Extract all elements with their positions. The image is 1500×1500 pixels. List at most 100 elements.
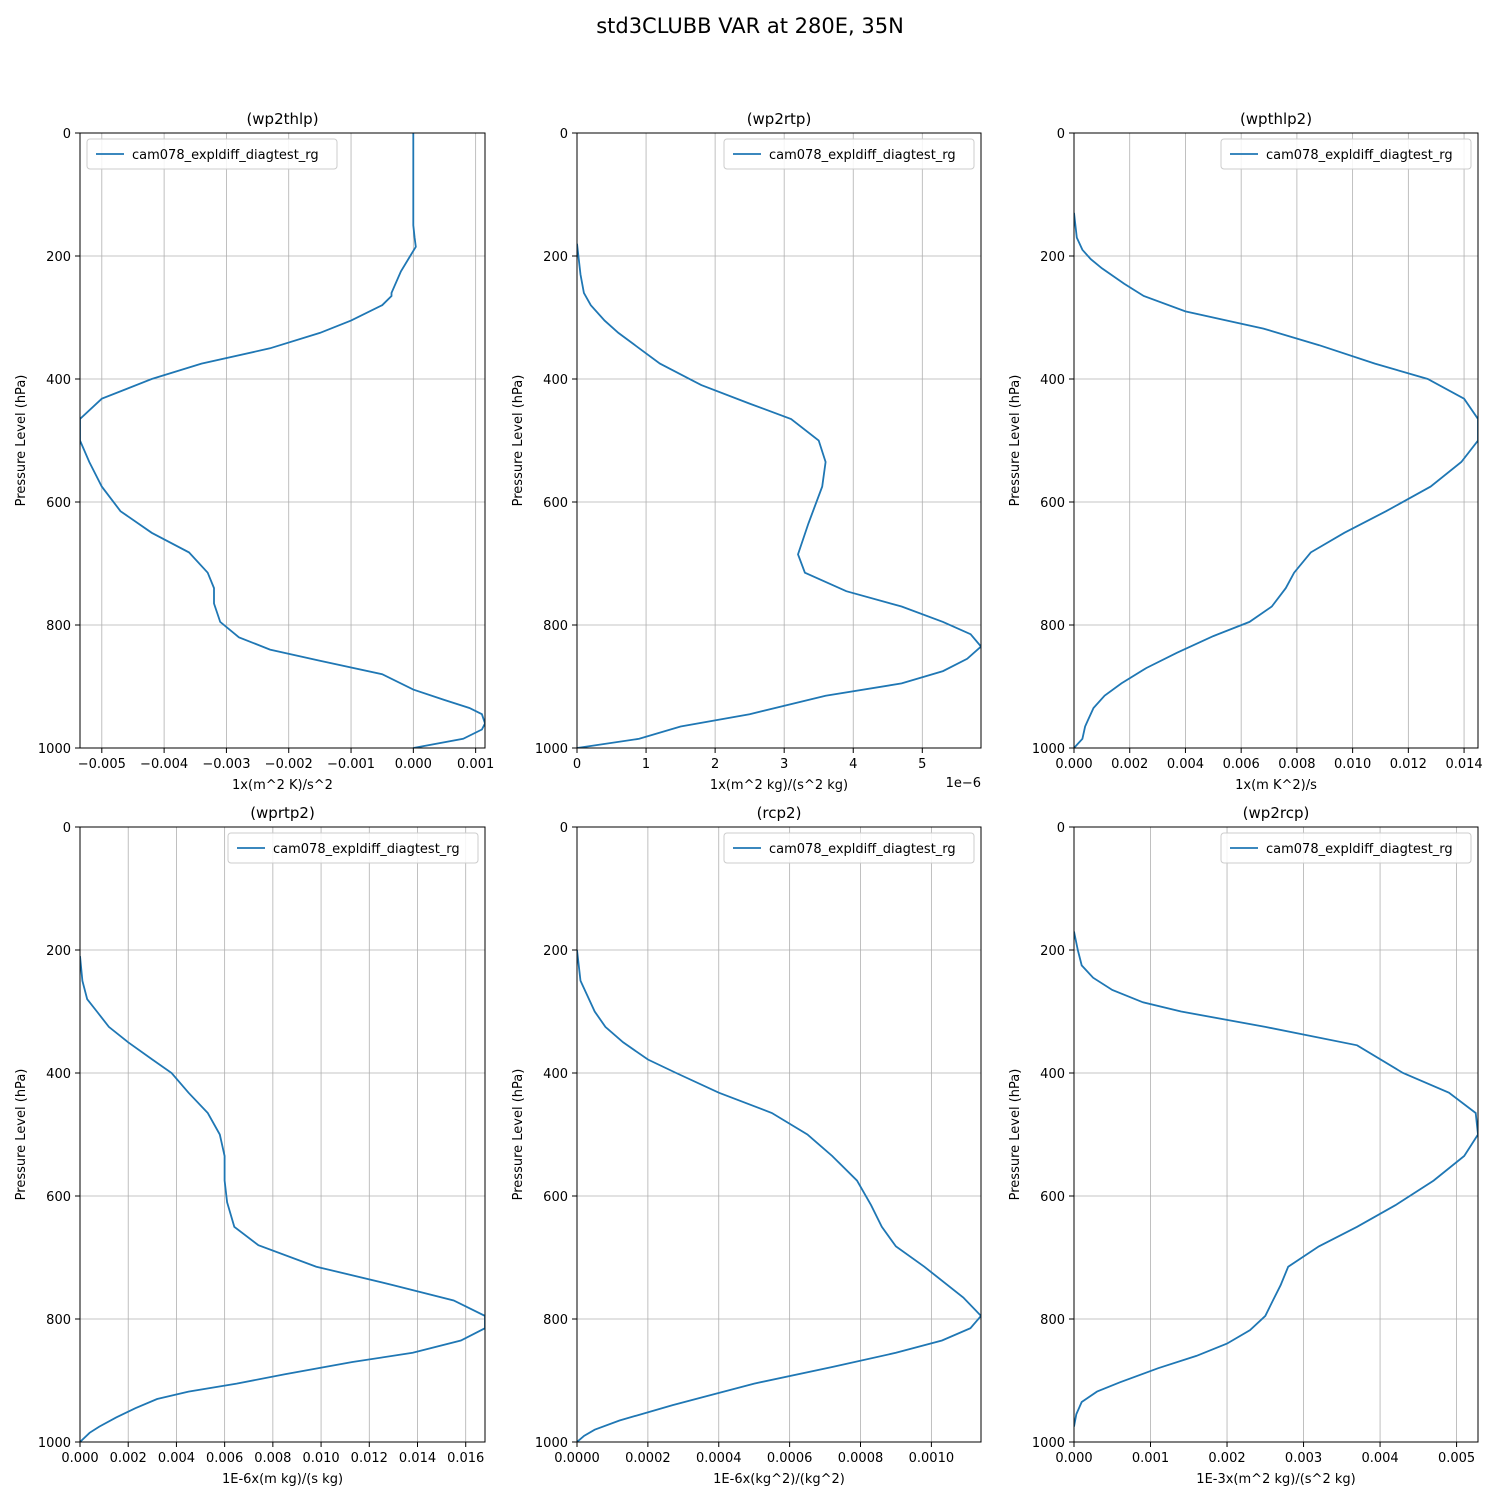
y-axis-label: Pressure Level (hPa) [511,375,526,507]
x-tick-label: 0.014 [399,1451,436,1466]
x-tick-label: 0.000 [1055,1451,1092,1466]
legend-box [723,832,975,864]
x-tick-label: 0.010 [302,1451,339,1466]
x-axis-label: 1x(m^2 K)/s^2 [232,778,333,793]
y-tick-label: 600 [543,1190,568,1205]
x-tick-label: 0.012 [351,1451,388,1466]
series-line [80,956,485,1442]
x-tick-label: 0.0010 [909,1451,955,1466]
subplot-4: 0.000 0.002 0.004 0.006 0.008 0.010 0.012 0.014… [14,804,486,1487]
legend: cam078_expldiff_diagtest_rg [1220,138,1472,170]
y-axis-label: Pressure Level (hPa) [14,1069,29,1201]
x-tick-label: 0.001 [1132,1451,1169,1466]
x-tick-label: 0.010 [1334,757,1371,772]
y-axis-label: Pressure Level (hPa) [511,1069,526,1201]
y-tick-label: 600 [46,1190,71,1205]
y-tick-label: 400 [46,1067,71,1082]
legend-box [1220,138,1472,170]
x-tick-label: 3 [780,757,788,772]
legend: cam078_expldiff_diagtest_rg [723,138,975,170]
x-tick-label: −0.004 [140,757,188,772]
x-tick-label: 0.006 [1223,757,1260,772]
x-tick-label: 0.0002 [625,1451,671,1466]
y-tick-label: 800 [1040,619,1065,634]
y-tick-label: 800 [543,1313,568,1328]
axes-frame [1073,132,1479,749]
subplot-title: (wp2rtp) [747,110,812,128]
subplot-3: 0.000 0.002 0.004 0.006 0.008 0.010 0.012 0.014… [1008,110,1483,793]
x-tick-label: 1 [642,757,650,772]
axes-frame [576,826,982,1443]
y-tick-label: 1000 [1032,1436,1065,1451]
x-offset-label: 1e−6 [946,776,981,791]
legend: cam078_expldiff_diagtest_rg [1220,832,1472,864]
y-tick-label: 800 [543,619,568,634]
y-tick-label: 0 [63,821,71,836]
x-tick-label: 0.008 [254,1451,291,1466]
x-tick-label: 0.005 [1438,1451,1475,1466]
x-tick-label: 0.0008 [838,1451,884,1466]
y-tick-label: 1000 [38,742,71,757]
x-tick-label: 0.0004 [696,1451,742,1466]
x-tick-label: 0.001 [457,757,494,772]
x-tick-label: 0.000 [61,1451,98,1466]
legend-label: cam078_expldiff_diagtest_rg [769,148,956,163]
axes-frame [79,132,486,749]
y-tick-label: 1000 [535,1436,568,1451]
y-tick-label: 200 [46,944,71,959]
x-tick-label: 0.002 [1208,1451,1245,1466]
subplot-2: 0 1 2 3 4 5 0 200 400 600 800 1000 (wp2rtp) 1x(m^2 kg… [511,110,982,793]
x-tick-label: 0.004 [1167,757,1204,772]
x-tick-label: 0.006 [206,1451,243,1466]
legend-box [723,138,975,170]
y-tick-label: 200 [543,944,568,959]
subplot-title: (wprtp2) [250,804,315,822]
y-tick-label: 400 [1040,373,1065,388]
x-tick-label: 0.016 [447,1451,484,1466]
x-axis-label: 1E-6x(m kg)/(s kg) [222,1472,343,1487]
y-tick-label: 800 [1040,1313,1065,1328]
y-tick-label: 200 [46,250,71,265]
x-axis-label: 1x(m^2 kg)/(s^2 kg) [710,778,848,793]
y-tick-label: 1000 [535,742,568,757]
y-tick-label: 0 [1057,127,1065,142]
x-axis-label: 1x(m K^2)/s [1235,778,1317,793]
subplot-title: (wpthlp2) [1240,110,1312,128]
x-tick-label: 0.002 [110,1451,147,1466]
x-tick-label: 0.0000 [554,1451,600,1466]
legend: cam078_expldiff_diagtest_rg [227,832,479,864]
y-tick-label: 200 [1040,944,1065,959]
legend-box [1220,832,1472,864]
y-tick-label: 400 [543,1067,568,1082]
x-tick-label: 0.004 [158,1451,195,1466]
axes-frame [1073,826,1479,1443]
legend-label: cam078_expldiff_diagtest_rg [1266,148,1453,163]
y-tick-label: 800 [46,1313,71,1328]
x-tick-label: 0.014 [1445,757,1482,772]
figure-title: std3CLUBB VAR at 280E, 35N [596,14,904,38]
legend-box [86,138,338,170]
series-line [1074,931,1478,1427]
y-tick-label: 400 [543,373,568,388]
x-tick-label: 0.012 [1390,757,1427,772]
x-tick-label: −0.002 [265,757,313,772]
axes-frame [576,132,982,749]
legend-label: cam078_expldiff_diagtest_rg [273,842,460,857]
y-tick-label: 600 [1040,1190,1065,1205]
y-tick-label: 0 [63,127,71,142]
y-tick-label: 800 [46,619,71,634]
subplot-title: (rcp2) [757,804,802,822]
x-axis-label: 1E-6x(kg^2)/(kg^2) [713,1472,845,1487]
y-tick-label: 0 [1057,821,1065,836]
axes-frame [79,826,486,1443]
legend: cam078_expldiff_diagtest_rg [86,138,338,170]
y-tick-label: 600 [543,496,568,511]
x-tick-label: 0.000 [395,757,432,772]
subplot-5: 0.0000 0.0002 0.0004 0.0006 0.0008 0.0010 0 200… [511,804,982,1487]
x-tick-label: −0.001 [327,757,375,772]
x-tick-label: 0.000 [1055,757,1092,772]
y-axis-label: Pressure Level (hPa) [14,375,29,507]
x-tick-label: 0.004 [1361,1451,1398,1466]
x-tick-label: 0.0006 [767,1451,813,1466]
